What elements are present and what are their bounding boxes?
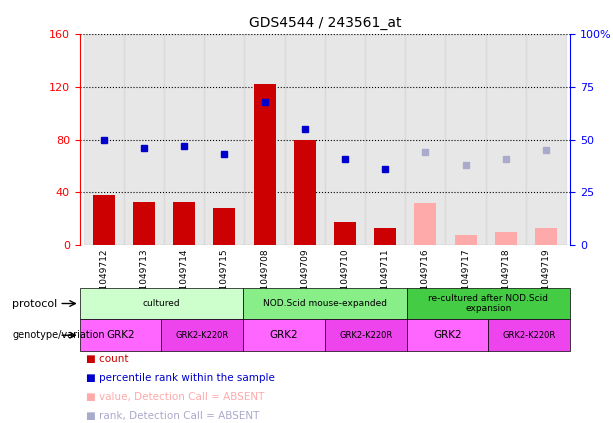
Bar bbox=[406, 288, 570, 319]
Bar bbox=[535, 228, 557, 245]
Bar bbox=[365, 34, 405, 245]
Text: ■ rank, Detection Call = ABSENT: ■ rank, Detection Call = ABSENT bbox=[86, 411, 259, 421]
Bar bbox=[243, 319, 325, 351]
Text: GRK2-K220R: GRK2-K220R bbox=[339, 331, 392, 340]
Text: ■ value, Detection Call = ABSENT: ■ value, Detection Call = ABSENT bbox=[86, 392, 264, 402]
Bar bbox=[334, 222, 356, 245]
Bar bbox=[284, 34, 325, 245]
Bar bbox=[414, 203, 436, 245]
Bar bbox=[204, 34, 245, 245]
Bar bbox=[526, 34, 566, 245]
Bar bbox=[124, 34, 164, 245]
Bar bbox=[454, 235, 477, 245]
Bar bbox=[294, 140, 316, 245]
Bar bbox=[489, 319, 570, 351]
Bar bbox=[84, 34, 124, 245]
Bar bbox=[80, 288, 243, 319]
Bar bbox=[93, 195, 115, 245]
Text: ■ count: ■ count bbox=[86, 354, 128, 364]
Bar bbox=[173, 202, 196, 245]
Bar bbox=[485, 34, 526, 245]
Text: GRK2: GRK2 bbox=[270, 330, 299, 340]
Text: GRK2-K220R: GRK2-K220R bbox=[503, 331, 556, 340]
Bar bbox=[325, 34, 365, 245]
Bar bbox=[405, 34, 446, 245]
Text: GRK2: GRK2 bbox=[106, 330, 135, 340]
Bar bbox=[446, 34, 485, 245]
Bar bbox=[325, 319, 406, 351]
Text: cultured: cultured bbox=[143, 299, 180, 308]
Text: NOD.Scid mouse-expanded: NOD.Scid mouse-expanded bbox=[263, 299, 387, 308]
Text: protocol: protocol bbox=[12, 299, 58, 308]
Text: ■ percentile rank within the sample: ■ percentile rank within the sample bbox=[86, 373, 275, 383]
Bar bbox=[164, 34, 204, 245]
Bar bbox=[161, 319, 243, 351]
Text: genotype/variation: genotype/variation bbox=[12, 330, 105, 340]
Text: re-cultured after NOD.Scid
expansion: re-cultured after NOD.Scid expansion bbox=[428, 294, 549, 313]
Bar bbox=[254, 84, 276, 245]
Bar bbox=[213, 209, 235, 245]
Bar bbox=[133, 202, 155, 245]
Bar bbox=[80, 319, 161, 351]
Bar bbox=[495, 232, 517, 245]
Bar bbox=[245, 34, 284, 245]
Bar bbox=[406, 319, 489, 351]
Bar bbox=[374, 228, 396, 245]
Text: GRK2: GRK2 bbox=[433, 330, 462, 340]
Bar bbox=[243, 288, 406, 319]
Title: GDS4544 / 243561_at: GDS4544 / 243561_at bbox=[249, 16, 401, 30]
Text: GRK2-K220R: GRK2-K220R bbox=[176, 331, 229, 340]
